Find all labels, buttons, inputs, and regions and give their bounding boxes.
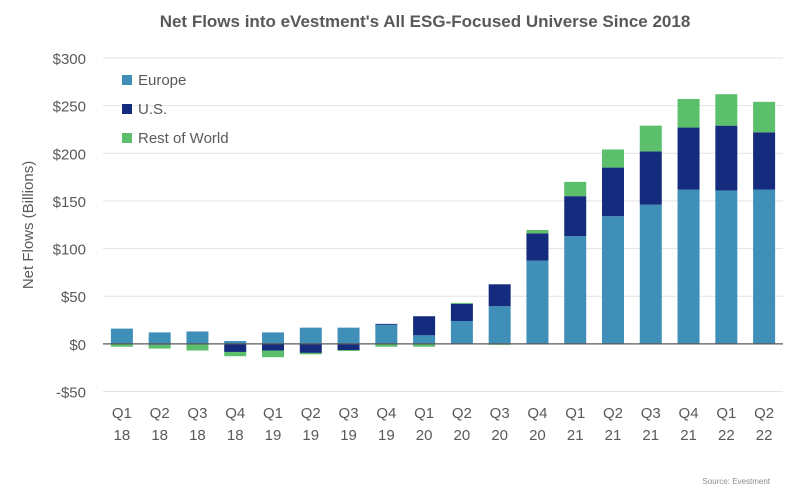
y-tick-label: $200 bbox=[53, 146, 86, 163]
bar-europe-q2-20 bbox=[450, 320, 473, 344]
bar-europe-q2-22 bbox=[753, 189, 776, 344]
bar-europe-q1-22 bbox=[715, 190, 738, 344]
x-tick-label: Q3 18 bbox=[187, 405, 207, 444]
bar-europe-q3-20 bbox=[488, 306, 511, 344]
bar-u-s-q2-21 bbox=[602, 167, 624, 217]
bar-rest-of-world-q4-21 bbox=[677, 98, 700, 128]
y-tick-label: $100 bbox=[53, 242, 86, 259]
bar-rest-of-world-q2-18 bbox=[148, 344, 171, 349]
x-tick-label: Q2 22 bbox=[754, 405, 774, 444]
bar-europe-q1-19 bbox=[262, 332, 284, 344]
y-tick-label: -$50 bbox=[56, 385, 86, 402]
y-tick-label: $250 bbox=[53, 99, 86, 116]
bar-rest-of-world-q1-22 bbox=[715, 94, 738, 126]
x-tick-label: Q1 20 bbox=[414, 405, 434, 444]
legend-label: U.S. bbox=[138, 101, 167, 118]
bar-rest-of-world-q4-20 bbox=[526, 229, 549, 234]
bar-europe-q1-21 bbox=[564, 236, 587, 344]
bar-u-s-q2-22 bbox=[753, 132, 776, 190]
legend-label: Rest of World bbox=[138, 130, 229, 147]
bar-rest-of-world-q1-21 bbox=[564, 181, 587, 197]
bar-rest-of-world-q2-19 bbox=[299, 352, 322, 355]
legend-item: U.S. bbox=[122, 101, 167, 118]
x-tick-label: Q1 21 bbox=[565, 405, 585, 444]
bar-europe-q3-21 bbox=[639, 204, 662, 344]
x-tick-label: Q4 18 bbox=[225, 405, 245, 444]
legend-item: Rest of World bbox=[122, 130, 229, 147]
bar-europe-q2-21 bbox=[602, 216, 624, 344]
x-tick-label: Q3 20 bbox=[490, 405, 510, 444]
bar-rest-of-world-q1-19 bbox=[262, 350, 284, 358]
bar-u-s-q1-22 bbox=[715, 125, 738, 191]
bar-rest-of-world-q1-20 bbox=[413, 343, 436, 347]
bar-rest-of-world-q2-21 bbox=[602, 149, 624, 168]
bar-rest-of-world-q3-19 bbox=[337, 350, 360, 352]
legend: Europe U.S. Rest of World bbox=[122, 72, 229, 147]
bar-europe-q1-18 bbox=[110, 328, 133, 344]
x-tick-label: Q3 19 bbox=[339, 405, 359, 444]
x-tick-label: Q2 19 bbox=[301, 405, 321, 444]
bar-europe-q3-18 bbox=[186, 331, 209, 344]
bar-u-s-q4-21 bbox=[677, 127, 700, 190]
bar-u-s-q1-21 bbox=[564, 196, 587, 237]
bar-u-s-q3-21 bbox=[639, 151, 662, 205]
bar-europe-q3-19 bbox=[337, 327, 360, 344]
bars bbox=[110, 94, 776, 358]
y-axis-ticks: -$50 $0 $50 $100 $150 $200 $250 $300 bbox=[53, 51, 86, 402]
bar-rest-of-world-q2-22 bbox=[753, 101, 776, 133]
x-tick-label: Q1 22 bbox=[716, 405, 736, 444]
bar-u-s-q2-19 bbox=[299, 343, 322, 353]
x-tick-label: Q1 19 bbox=[263, 405, 283, 444]
y-tick-label: $50 bbox=[61, 289, 86, 306]
bar-europe-q2-19 bbox=[299, 327, 322, 344]
bar-rest-of-world-q4-18 bbox=[224, 351, 247, 357]
x-tick-label: Q1 18 bbox=[112, 405, 132, 444]
legend-swatch bbox=[122, 75, 132, 85]
bar-europe-q1-20 bbox=[413, 335, 436, 344]
bar-europe-q4-21 bbox=[677, 189, 700, 344]
legend-item: Europe bbox=[122, 72, 186, 89]
gridlines bbox=[103, 57, 783, 392]
y-tick-label: $0 bbox=[69, 337, 86, 354]
legend-swatch bbox=[122, 133, 132, 143]
y-tick-label: $150 bbox=[53, 194, 86, 211]
bar-u-s-q3-19 bbox=[337, 343, 360, 351]
bar-rest-of-world-q3-21 bbox=[639, 125, 662, 152]
bar-europe-q4-19 bbox=[375, 324, 398, 344]
bar-u-s-q2-20 bbox=[450, 303, 473, 321]
bar-rest-of-world-q4-19 bbox=[375, 343, 398, 347]
x-tick-label: Q2 21 bbox=[603, 405, 623, 444]
bar-europe-q4-18 bbox=[224, 340, 247, 344]
bar-europe-q4-20 bbox=[526, 260, 549, 344]
bar-rest-of-world-q2-20 bbox=[450, 302, 473, 304]
x-tick-label: Q2 20 bbox=[452, 405, 472, 444]
y-axis-label: Net Flows (Billions) bbox=[20, 161, 37, 289]
bar-u-s-q1-20 bbox=[413, 316, 436, 336]
x-tick-label: Q3 21 bbox=[641, 405, 661, 444]
legend-label: Europe bbox=[138, 72, 186, 89]
chart-title: Net Flows into eVestment's All ESG-Focus… bbox=[160, 12, 691, 31]
y-tick-label: $300 bbox=[53, 51, 86, 68]
bar-europe-q2-18 bbox=[148, 332, 171, 344]
x-tick-label: Q4 19 bbox=[376, 405, 396, 444]
x-tick-label: Q4 21 bbox=[679, 405, 699, 444]
x-tick-label: Q4 20 bbox=[527, 405, 547, 444]
bar-u-s-q4-18 bbox=[224, 343, 247, 352]
bar-u-s-q4-19 bbox=[375, 323, 398, 325]
legend-swatch bbox=[122, 104, 132, 114]
bar-u-s-q1-19 bbox=[262, 343, 284, 351]
x-axis-ticks: Q1 18 Q2 18 Q3 18 Q4 18 Q1 19 Q2 19 Q3 19 Q4 19 Q1 20 Q2 20… bbox=[112, 405, 774, 444]
bar-u-s-q4-20 bbox=[526, 233, 549, 261]
bar-rest-of-world-q1-18 bbox=[110, 343, 133, 347]
source-note: Source: Evestment bbox=[702, 477, 770, 486]
bar-rest-of-world-q3-18 bbox=[186, 343, 209, 351]
x-tick-label: Q2 18 bbox=[150, 405, 170, 444]
bar-u-s-q3-20 bbox=[488, 284, 511, 307]
